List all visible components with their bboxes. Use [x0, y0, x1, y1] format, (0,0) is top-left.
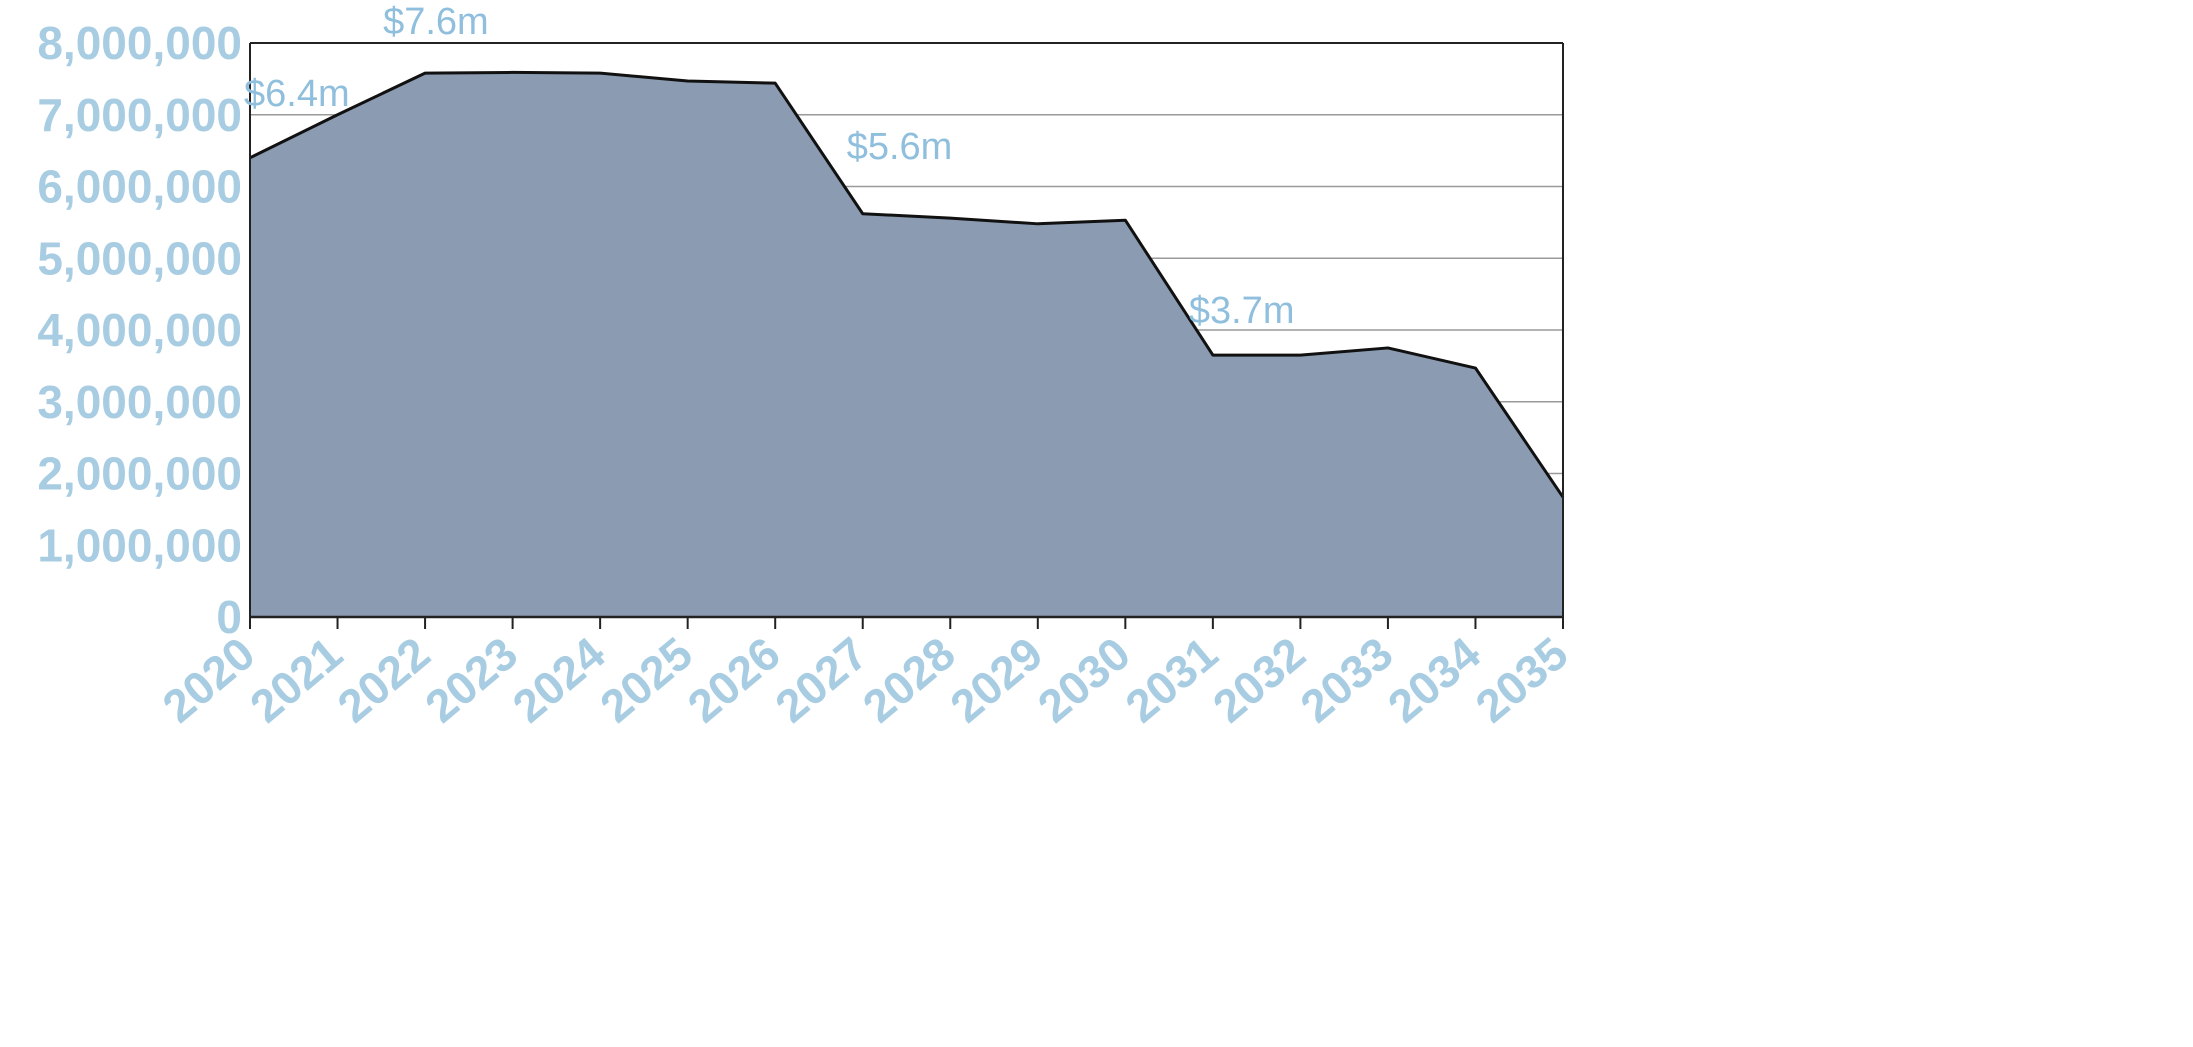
x-tick-label: 2034: [1378, 627, 1490, 733]
annotation-label: $7.6m: [383, 1, 489, 43]
y-axis-ticks: 01,000,0002,000,0003,000,0004,000,0005,0…: [37, 17, 242, 643]
x-tick-label: 2021: [240, 627, 352, 733]
x-tick-label: 2024: [503, 627, 615, 733]
x-tick-label: 2033: [1291, 627, 1403, 733]
y-tick-label: 8,000,000: [37, 17, 242, 69]
x-tick-label: 2031: [1115, 627, 1227, 733]
annotation-label: $3.7m: [1189, 290, 1295, 332]
y-tick-label: 1,000,000: [37, 519, 242, 571]
x-tick-label: 2022: [328, 627, 440, 733]
x-tick-label: 2025: [590, 627, 702, 733]
y-tick-label: 5,000,000: [37, 232, 242, 284]
y-tick-label: 2,000,000: [37, 448, 242, 500]
x-tick-label: 2029: [940, 627, 1052, 733]
x-tick-label: 2030: [1028, 627, 1140, 733]
annotation-label: $5.6m: [847, 126, 953, 168]
y-tick-label: 7,000,000: [37, 89, 242, 141]
x-tick-label: 2023: [415, 627, 527, 733]
x-tick-label: 2035: [1466, 627, 1578, 733]
x-tick-label: 2026: [678, 627, 790, 733]
x-tick-label: 2027: [765, 627, 877, 733]
x-tick-label: 2028: [853, 627, 965, 733]
y-tick-label: 4,000,000: [37, 304, 242, 356]
x-axis-ticks: 2020202120222023202420252026202720282029…: [153, 617, 1578, 732]
x-tick-label: 2032: [1203, 627, 1315, 733]
y-tick-label: 3,000,000: [37, 376, 242, 428]
annotation-label: $6.4m: [244, 73, 350, 115]
x-tick-label: 2020: [153, 627, 265, 733]
y-tick-label: 6,000,000: [37, 161, 242, 213]
